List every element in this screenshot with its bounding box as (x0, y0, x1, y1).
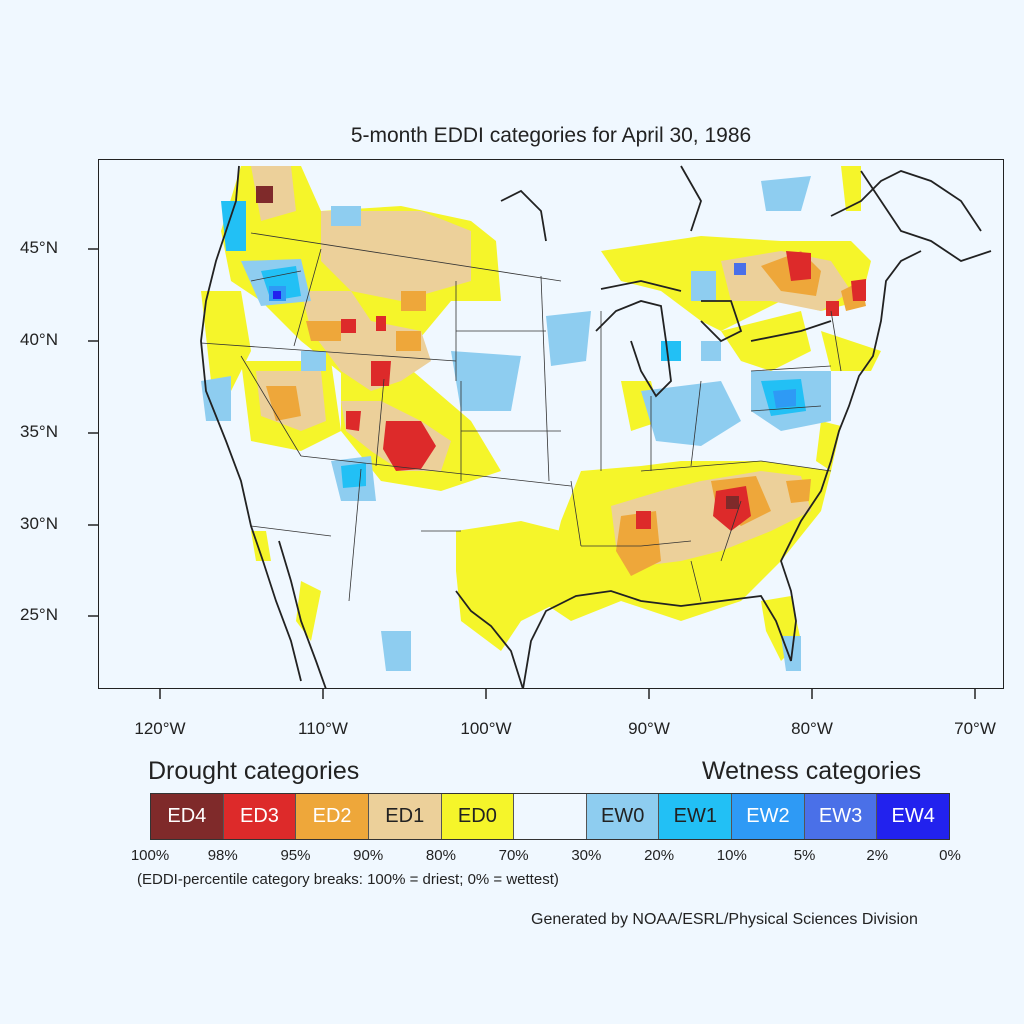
lat-label-30: 30°N (20, 514, 58, 533)
wetness-heading: Wetness categories (702, 757, 922, 785)
percentile-label: 0% (939, 847, 961, 864)
percentile-label: 98% (207, 847, 238, 864)
percentile-label: 90% (353, 847, 384, 864)
lat-label-25: 25°N (20, 605, 58, 624)
percentile-label: 95% (280, 847, 311, 864)
state-boundaries (200, 232, 842, 602)
legend-swatch-ed4: ED4 (151, 794, 224, 839)
legend-swatch-ed3: ED3 (223, 794, 297, 839)
map-panel (98, 159, 1004, 689)
lon-label-80: 80°W (791, 719, 833, 738)
legend-swatch-ew0: EW0 (586, 794, 660, 839)
legend-swatch-ew1: EW1 (659, 794, 733, 839)
percentile-label: 70% (498, 847, 529, 864)
legend-swatch-ed1: ED1 (368, 794, 442, 839)
lon-label-90: 90°W (628, 719, 670, 738)
lon-label-120: 120°W (134, 719, 186, 738)
percentile-label: 80% (425, 847, 456, 864)
percentile-label: 10% (716, 847, 747, 864)
category-note: (EDDI-percentile category breaks: 100% =… (137, 871, 559, 888)
map-title: 5-month EDDI categories for April 30, 19… (350, 124, 752, 147)
percentile-label: 30% (571, 847, 602, 864)
category-legend: ED4 ED3 ED2 ED1 ED0 EW0 EW1 EW2 EW3 EW4 (150, 793, 950, 840)
credit-text: Generated by NOAA/ESRL/Physical Sciences… (531, 911, 918, 928)
legend-swatch-ew2: EW2 (732, 794, 805, 839)
ed4-regions (256, 186, 739, 509)
percentile-label: 100% (130, 847, 170, 864)
ed3-regions (341, 251, 866, 531)
percentile-label: 20% (644, 847, 675, 864)
percentile-label: 2% (866, 847, 889, 864)
ew-strong-regions (269, 263, 796, 408)
drought-heading: Drought categories (148, 757, 360, 785)
eddi-map (200, 165, 992, 688)
lon-label-100: 100°W (460, 719, 512, 738)
coastlines (200, 165, 992, 688)
legend-swatch-ew4: EW4 (877, 794, 950, 839)
lat-label-40: 40°N (20, 330, 58, 349)
legend-swatch-neutral (514, 794, 587, 839)
legend-swatch-ew3: EW3 (804, 794, 878, 839)
legend-swatch-ed0: ED0 (441, 794, 515, 839)
lat-label-35: 35°N (20, 422, 58, 441)
percentile-label: 5% (793, 847, 816, 864)
lat-label-45: 45°N (20, 238, 58, 257)
lon-label-110: 110°W (298, 719, 348, 738)
lon-label-70: 70°W (954, 719, 996, 738)
legend-swatch-ed2: ED2 (296, 794, 369, 839)
